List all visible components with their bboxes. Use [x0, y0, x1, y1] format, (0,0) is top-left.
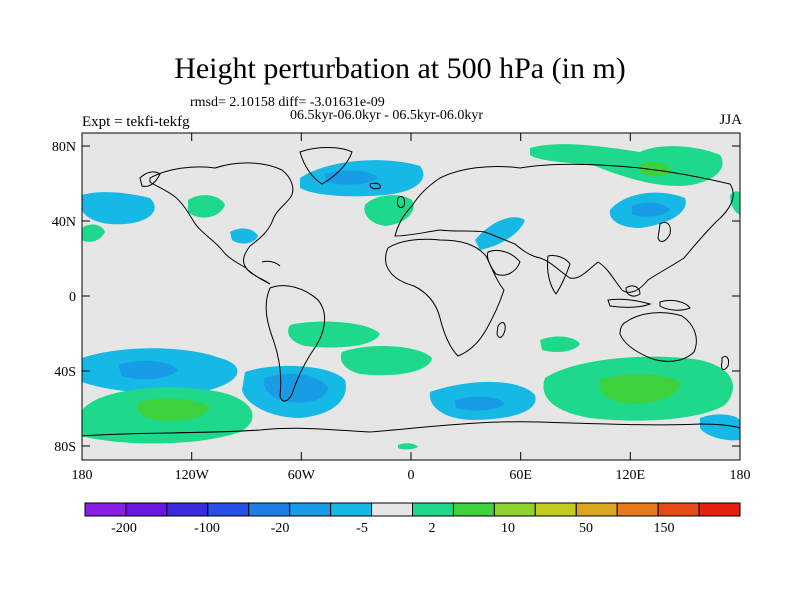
anomaly-region: [455, 396, 505, 411]
period-line: 06.5kyr-06.0kyr - 06.5kyr-06.0kyr: [290, 108, 484, 123]
colorbar-swatch: [207, 502, 250, 517]
lon-tick-marks: [81, 133, 741, 460]
colorbar-swatch: [248, 502, 291, 517]
lat-label: 40S: [54, 365, 76, 380]
colorbar-label: 150: [654, 521, 675, 536]
colorbar-swatch: [493, 502, 536, 517]
coastline-eurasia: [394, 163, 734, 293]
coastline-alaska: [139, 171, 161, 187]
colorbar: [84, 502, 741, 517]
anomaly-region: [398, 443, 418, 450]
anomaly-region: [82, 224, 105, 242]
anomaly-region: [137, 398, 210, 421]
coastline-arabia: [487, 249, 521, 276]
lon-label: 120W: [175, 468, 210, 483]
coastline-africa: [385, 238, 505, 357]
anomaly-region: [364, 195, 414, 226]
colorbar-swatch: [125, 502, 168, 517]
coastline-new-guinea: [659, 299, 691, 311]
colorbar-label: -200: [111, 521, 137, 536]
lat-tick-marks: [82, 145, 740, 447]
colorbar-swatch: [534, 502, 577, 517]
coastline-indonesia: [607, 298, 652, 308]
colorbar-swatch: [452, 502, 495, 517]
anomaly-region: [325, 170, 378, 185]
coastline-south-america: [265, 285, 325, 402]
colorbar-label: -5: [356, 521, 368, 536]
anomaly-region: [599, 374, 681, 404]
anomaly-region: [632, 202, 670, 217]
plot-title: Height perturbation at 500 hPa (in m): [174, 52, 626, 85]
anomaly-region: [700, 414, 740, 441]
colorbar-swatch: [330, 502, 373, 517]
colorbar-swatch: [84, 502, 127, 517]
anomaly-region: [188, 195, 225, 218]
colorbar-swatch: [289, 502, 332, 517]
colorbar-label: 2: [429, 521, 436, 536]
anomaly-region: [82, 192, 155, 225]
lon-labels: 180 120W 60W 0 60E 120E 180: [72, 468, 751, 483]
colorbar-label: -20: [271, 521, 290, 536]
anomaly-region: [230, 228, 258, 244]
colorbar-label: 10: [501, 521, 515, 536]
lon-label: 0: [408, 468, 415, 483]
anomaly-region: [540, 336, 580, 352]
coastline-india: [547, 255, 571, 295]
lon-label: 180: [730, 468, 751, 483]
anomaly-region: [475, 217, 525, 250]
anomaly-region: [640, 162, 672, 177]
lat-label: 80S: [54, 440, 76, 455]
coastline-north-america: [149, 162, 294, 285]
coastline-borneo: [625, 285, 641, 297]
coastline-caribbean: [261, 260, 281, 267]
colorbar-swatch: [616, 502, 659, 517]
stats-line: rmsd= 2.10158 diff= -3.01631e-09: [190, 95, 385, 110]
colorbar-swatch: [657, 502, 700, 517]
lon-label: 120E: [616, 468, 646, 483]
coastline-british-isles: [397, 195, 405, 209]
lon-label: 180: [72, 468, 93, 483]
colorbar-labels: -200 -100 -20 -5 2 10 50 150: [111, 521, 674, 536]
coastline-antarctica: [82, 421, 740, 437]
coastlines: [82, 147, 740, 437]
lat-label: 80N: [52, 140, 76, 155]
colorbar-label: 50: [579, 521, 593, 536]
season-label: JJA: [719, 112, 742, 128]
colorbar-swatch: [166, 502, 209, 517]
coastline-greenland: [299, 147, 353, 185]
coastline-iceland: [369, 182, 381, 190]
anomaly-region: [118, 360, 178, 380]
colorbar-swatch: [698, 502, 741, 517]
colorbar-swatch: [412, 502, 454, 517]
experiment-label: Expt = tekfi-tekfg: [82, 114, 190, 130]
coastline-japan: [657, 221, 671, 242]
colorbar-swatch: [575, 502, 618, 517]
lat-labels: 80N 40N 0 40S 80S: [52, 140, 76, 455]
anomaly-region: [340, 346, 432, 376]
coastline-new-zealand: [721, 355, 729, 370]
lat-label: 40N: [52, 215, 76, 230]
lon-label: 60E: [509, 468, 532, 483]
anomaly-region: [530, 144, 723, 186]
lon-label: 60W: [288, 468, 316, 483]
anomaly-region: [288, 321, 380, 348]
lat-label: 0: [69, 290, 76, 305]
colorbar-swatch: [371, 502, 413, 517]
colorbar-label: -100: [194, 521, 220, 536]
coastline-madagascar: [496, 322, 506, 338]
coastline-australia: [619, 312, 697, 362]
anomaly-contours: [82, 144, 740, 450]
